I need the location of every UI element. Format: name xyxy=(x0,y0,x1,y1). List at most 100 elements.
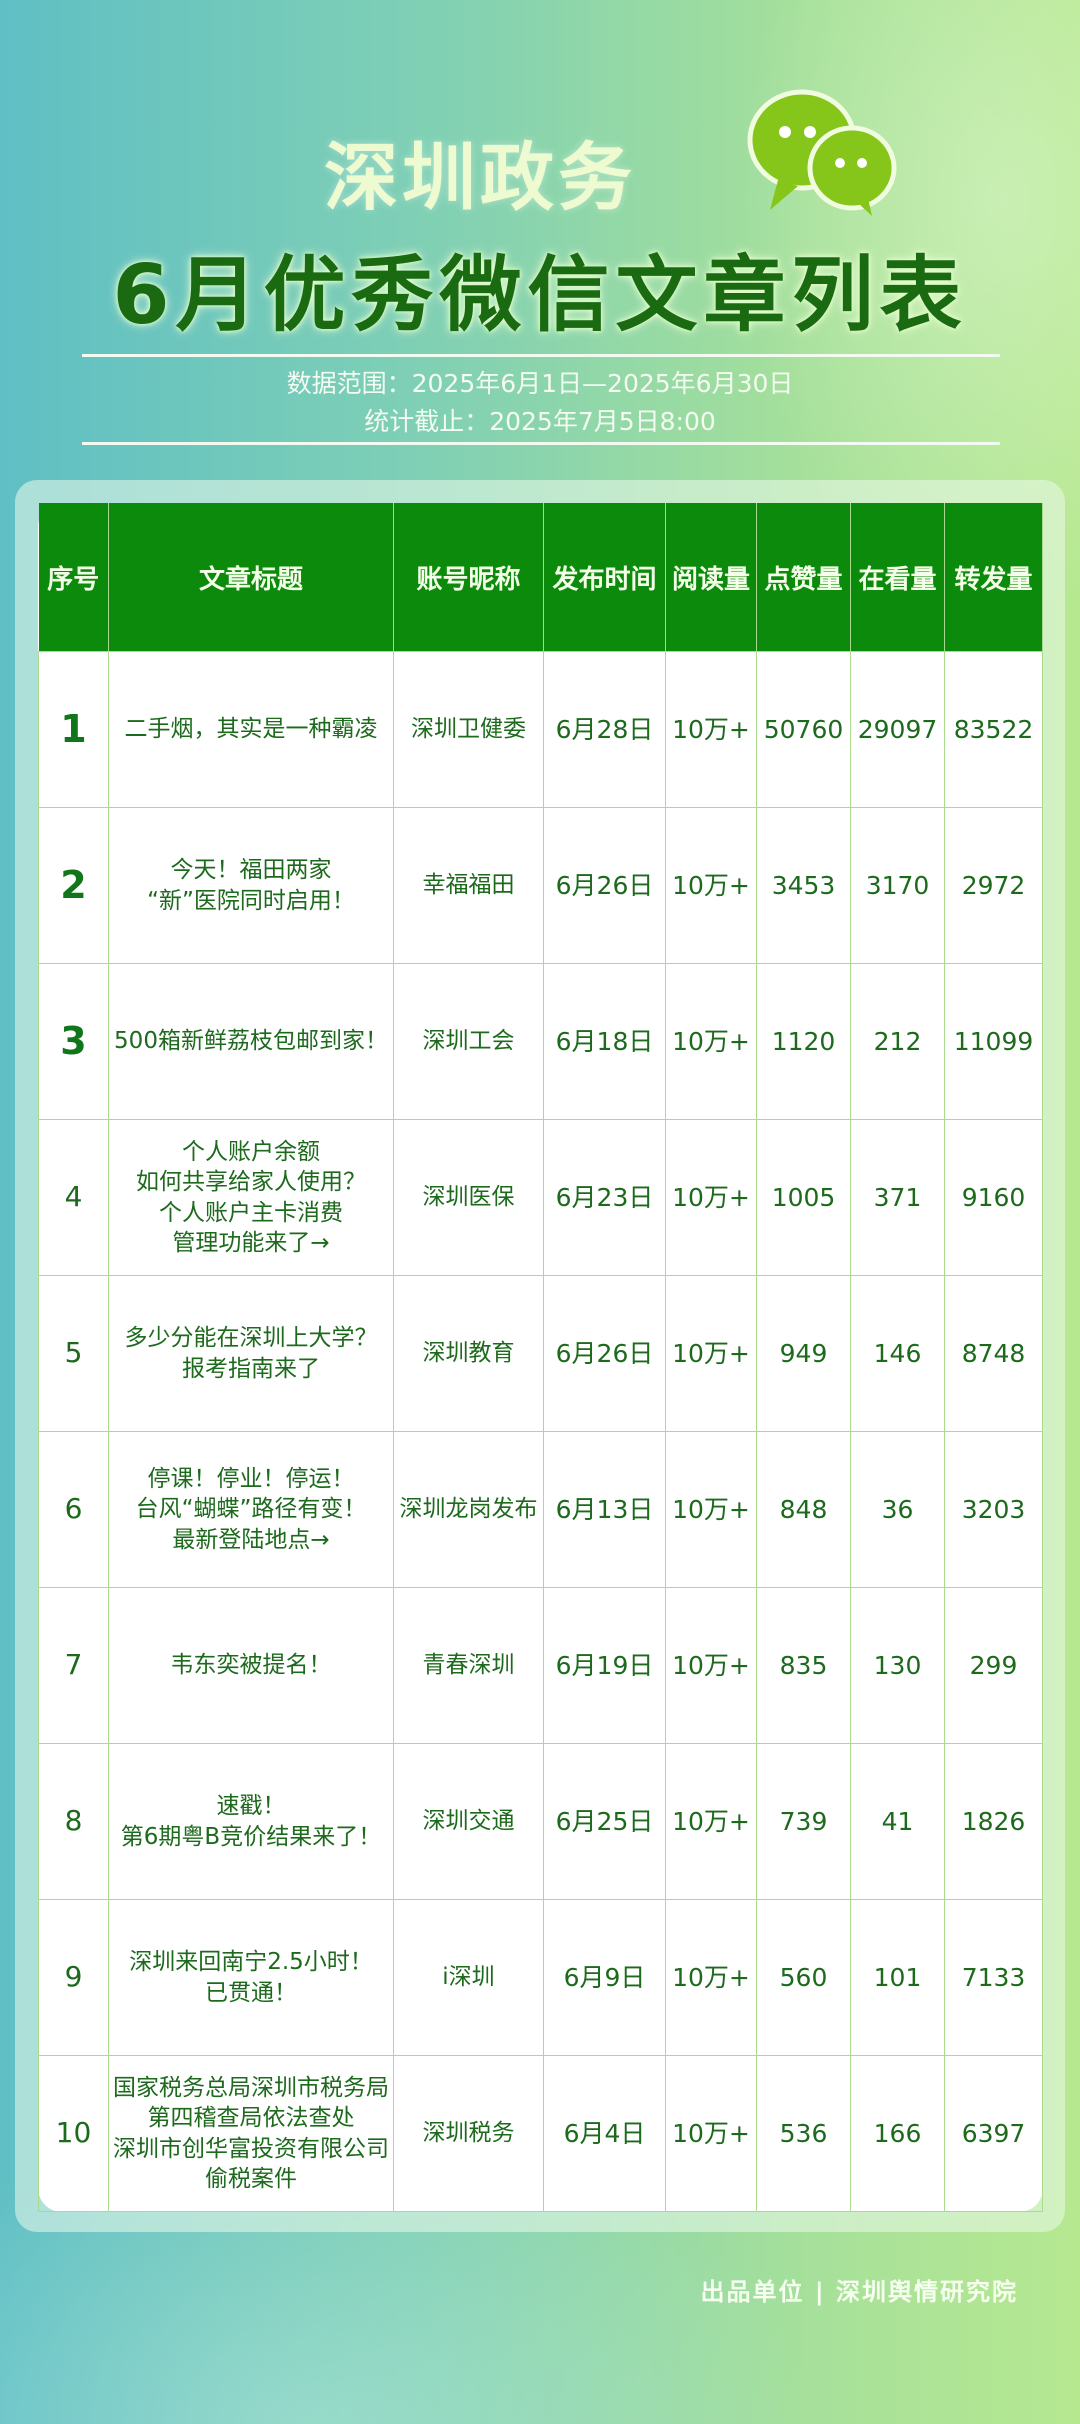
table-row: 3 500箱新鲜荔枝包邮到家！ 深圳工会 6月18日 10万+ 1120 212 11099 xyxy=(38,963,1043,1120)
cell-title: 二手烟，其实是一种霸凌 xyxy=(108,651,394,808)
wechat-icon xyxy=(747,89,897,216)
cell-reads: 10万+ xyxy=(665,1587,757,1744)
cell-watching: 146 xyxy=(850,1275,945,1432)
data-range: 数据范围：2025年6月1日—2025年6月30日 xyxy=(286,369,794,398)
articles-table: 序号 文章标题 账号昵称 发布时间 阅读量 点赞量 在看量 转发量 1 二手烟，其实是一种霸凌深… xyxy=(38,503,1043,2212)
cell-watching: 41 xyxy=(850,1743,945,1900)
cell-title: 深圳来回南宁2.5小时！ 已贯通！ xyxy=(108,1899,394,2056)
cell-shares: 9160 xyxy=(944,1119,1043,1276)
header-col-shares: 转发量 xyxy=(944,503,1043,652)
cell-shares: 1826 xyxy=(944,1743,1043,1900)
cell-date: 6月9日 xyxy=(543,1899,666,2056)
cell-likes: 560 xyxy=(756,1899,851,2056)
page-title: 6月优秀微信文章列表 xyxy=(112,248,968,343)
cell-reads: 10万+ xyxy=(665,807,757,964)
header-col-likes: 点赞量 xyxy=(756,503,851,652)
cell-title: 今天！福田两家 “新”医院同时启用！ xyxy=(108,807,394,964)
cell-likes: 848 xyxy=(756,1431,851,1588)
cell-account: 深圳交通 xyxy=(393,1743,544,1900)
header-col-account: 账号昵称 xyxy=(393,503,544,652)
cell-reads: 10万+ xyxy=(665,651,757,808)
cell-shares: 6397 xyxy=(944,2055,1043,2212)
cell-date: 6月26日 xyxy=(543,1275,666,1432)
table-row: 9 深圳来回南宁2.5小时！ 已贯通！ i深圳 6月9日 10万+ 560 101 7133 xyxy=(38,1899,1043,2056)
header-col-rank: 序号 xyxy=(38,503,109,652)
brand-title: 深圳政务 xyxy=(324,135,636,221)
cell-reads: 10万+ xyxy=(665,1431,757,1588)
cell-shares: 83522 xyxy=(944,651,1043,808)
cell-shares: 3203 xyxy=(944,1431,1043,1588)
table-row: 4 个人账户余额 如何共享给家人使用？ 个人账户主卡消费 管理功能来了→ 深圳医保 6… xyxy=(38,1119,1043,1276)
cell-rank: 4 xyxy=(38,1119,109,1276)
cell-likes: 536 xyxy=(756,2055,851,2212)
cell-reads: 10万+ xyxy=(665,1119,757,1276)
cell-watching: 371 xyxy=(850,1119,945,1276)
cell-title: 500箱新鲜荔枝包邮到家！ xyxy=(108,963,394,1120)
cell-rank: 8 xyxy=(38,1743,109,1900)
cell-account: i深圳 xyxy=(393,1899,544,2056)
cell-watching: 166 xyxy=(850,2055,945,2212)
cell-account: 深圳教育 xyxy=(393,1275,544,1432)
cell-watching: 212 xyxy=(850,963,945,1120)
cell-rank: 1 xyxy=(38,651,109,808)
cell-likes: 739 xyxy=(756,1743,851,1900)
cell-shares: 8748 xyxy=(944,1275,1043,1432)
cell-reads: 10万+ xyxy=(665,1743,757,1900)
table-row: 8 速戳！ 第6期粤B竞价结果来了！ 深圳交通 6月25日 10万+ 739 41 1826 xyxy=(38,1743,1043,1900)
cell-date: 6月25日 xyxy=(543,1743,666,1900)
cell-watching: 130 xyxy=(850,1587,945,1744)
cell-likes: 50760 xyxy=(756,651,851,808)
cell-shares: 7133 xyxy=(944,1899,1043,2056)
cell-watching: 101 xyxy=(850,1899,945,2056)
cell-date: 6月28日 xyxy=(543,651,666,808)
cell-rank: 6 xyxy=(38,1431,109,1588)
table-header: 序号 文章标题 账号昵称 发布时间 阅读量 点赞量 在看量 转发量 xyxy=(38,503,1043,652)
cell-account: 深圳卫健委 xyxy=(393,651,544,808)
header-col-title: 文章标题 xyxy=(108,503,394,652)
cell-rank: 9 xyxy=(38,1899,109,2056)
cutoff-time: 统计截止：2025年7月5日8:00 xyxy=(364,407,716,436)
cell-reads: 10万+ xyxy=(665,963,757,1120)
table-row: 5 多少分能在深圳上大学？ 报考指南来了 深圳教育 6月26日 10万+ 949 146 87… xyxy=(38,1275,1043,1432)
cell-title: 韦东奕被提名！ xyxy=(108,1587,394,1744)
table-row: 10 国家税务总局深圳市税务局 第四稽查局依法查处 深圳市创华富投资有限公司 偷税… xyxy=(38,2055,1043,2212)
cell-likes: 3453 xyxy=(756,807,851,964)
cell-rank: 10 xyxy=(38,2055,109,2212)
cell-date: 6月4日 xyxy=(543,2055,666,2212)
cell-account: 深圳医保 xyxy=(393,1119,544,1276)
cell-watching: 3170 xyxy=(850,807,945,964)
table-row: 1 二手烟，其实是一种霸凌 深圳卫健委 6月28日 10万+ 50760 29097 8352… xyxy=(38,651,1043,808)
cell-likes: 835 xyxy=(756,1587,851,1744)
cell-watching: 36 xyxy=(850,1431,945,1588)
cell-shares: 2972 xyxy=(944,807,1043,964)
cell-reads: 10万+ xyxy=(665,1899,757,2056)
header-col-reads: 阅读量 xyxy=(665,503,757,652)
table-row: 6 停课！停业！停运！ 台风“蝴蝶”路径有变！ 最新登陆地点→ 深圳龙岗发布 6月13… xyxy=(38,1431,1043,1588)
cell-likes: 1005 xyxy=(756,1119,851,1276)
cell-watching: 29097 xyxy=(850,651,945,808)
cell-title: 速戳！ 第6期粤B竞价结果来了！ xyxy=(108,1743,394,1900)
cell-rank: 5 xyxy=(38,1275,109,1432)
cell-date: 6月26日 xyxy=(543,807,666,964)
cell-account: 深圳龙岗发布 xyxy=(393,1431,544,1588)
cell-account: 深圳工会 xyxy=(393,963,544,1120)
cell-title: 停课！停业！停运！ 台风“蝴蝶”路径有变！ 最新登陆地点→ xyxy=(108,1431,394,1588)
header-col-date: 发布时间 xyxy=(543,503,666,652)
divider xyxy=(82,354,1000,357)
cell-reads: 10万+ xyxy=(665,2055,757,2212)
cell-rank: 3 xyxy=(38,963,109,1120)
cell-title: 多少分能在深圳上大学？ 报考指南来了 xyxy=(108,1275,394,1432)
cell-date: 6月13日 xyxy=(543,1431,666,1588)
cell-title: 国家税务总局深圳市税务局 第四稽查局依法查处 深圳市创华富投资有限公司 偷税案件 xyxy=(108,2055,394,2212)
cell-date: 6月18日 xyxy=(543,963,666,1120)
cell-account: 青春深圳 xyxy=(393,1587,544,1744)
table-row: 2 今天！福田两家 “新”医院同时启用！ 幸福福田 6月26日 10万+ 3453 3170… xyxy=(38,807,1043,964)
cell-account: 幸福福田 xyxy=(393,807,544,964)
cell-rank: 7 xyxy=(38,1587,109,1744)
cell-account: 深圳税务 xyxy=(393,2055,544,2212)
table-row: 7 韦东奕被提名！ 青春深圳 6月19日 10万+ 835 130 299 xyxy=(38,1587,1043,1744)
cell-reads: 10万+ xyxy=(665,1275,757,1432)
footer-credit: 出品单位 | 深圳舆情研究院 xyxy=(700,2278,1018,2306)
header-col-watching: 在看量 xyxy=(850,503,945,652)
cell-rank: 2 xyxy=(38,807,109,964)
